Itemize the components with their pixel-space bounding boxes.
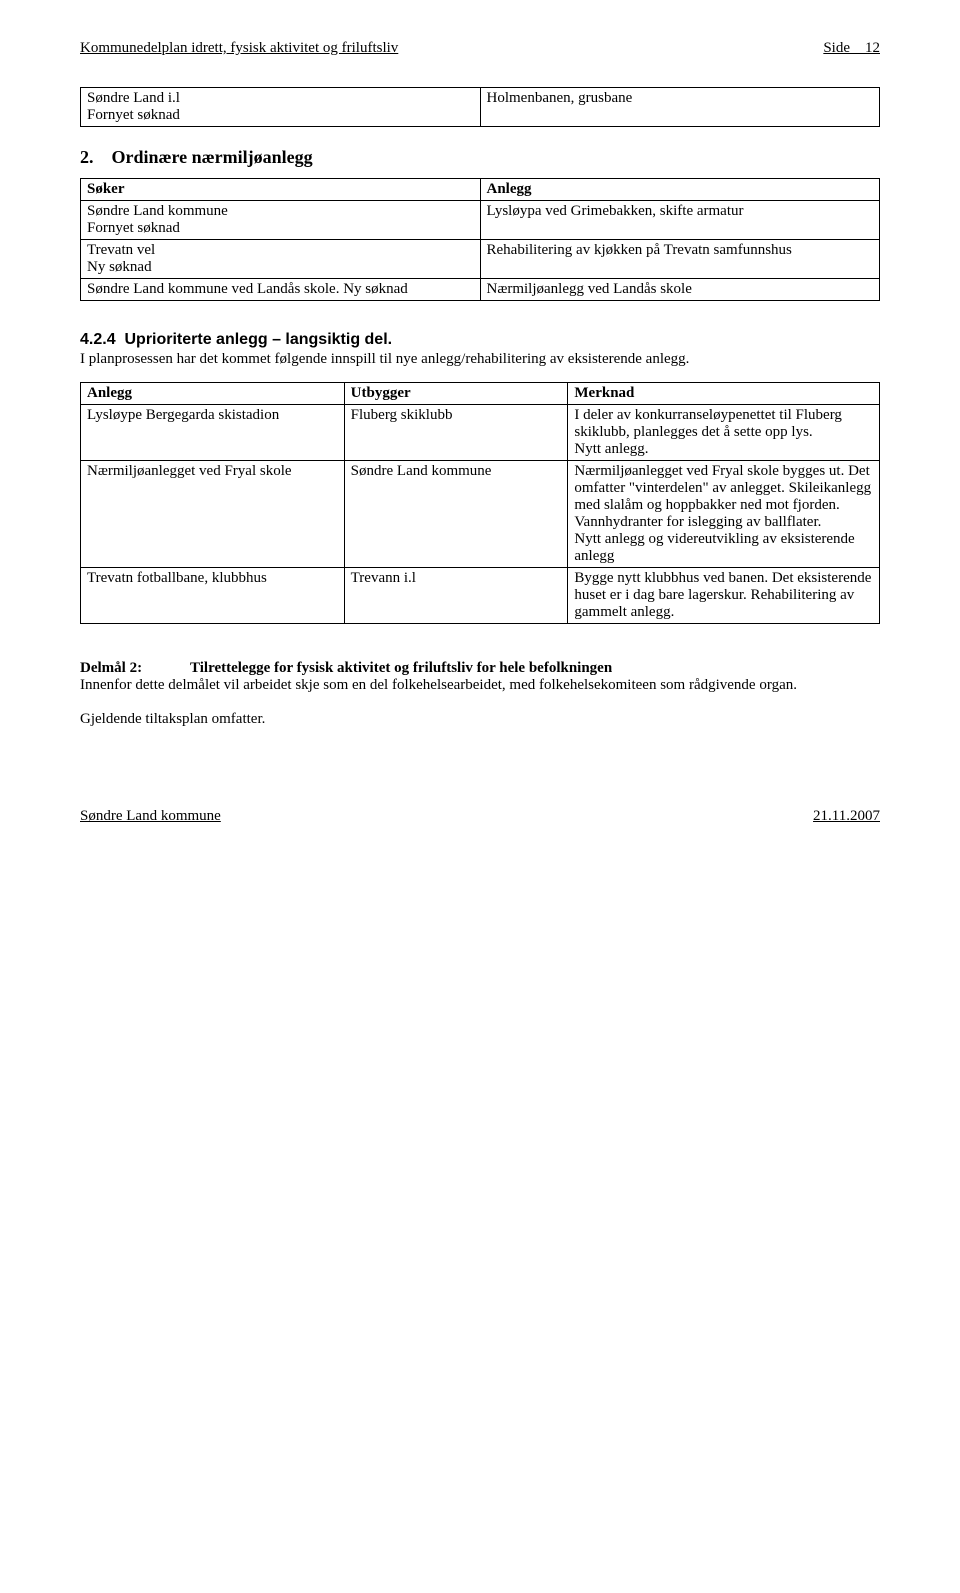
subsection-number: 4.2.4 (80, 331, 116, 348)
table-one: Søndre Land i.l Fornyet søknad Holmenban… (80, 87, 880, 127)
table-row: Nærmiljøanlegget ved Fryal skole Søndre … (81, 461, 880, 568)
header-left: Kommunedelplan idrett, fysisk aktivitet … (80, 40, 398, 57)
table-cell: Lysløype Bergegarda skistadion (81, 405, 345, 461)
table-cell: Rehabilitering av kjøkken på Trevatn sam… (480, 240, 880, 279)
table-cell: Fluberg skiklubb (344, 405, 568, 461)
table-cell: Søndre Land kommune Fornyet søknad (81, 201, 481, 240)
table-cell: Søndre Land kommune ved Landås skole. Ny… (81, 279, 481, 301)
table-cell: Nærmiljøanlegget ved Fryal skole bygges … (568, 461, 880, 568)
delmal-body: Innenfor dette delmålet vil arbeidet skj… (80, 677, 880, 694)
table-cell: Søndre Land kommune (344, 461, 568, 568)
page-footer: Søndre Land kommune 21.11.2007 (80, 808, 880, 825)
delmal-section: Delmål 2: Tilrettelegge for fysisk aktiv… (80, 660, 880, 728)
section-heading: 2. Ordinære nærmiljøanlegg (80, 147, 880, 168)
table-row: Søndre Land kommune Fornyet søknad Lyslø… (81, 201, 880, 240)
delmal-heading-row: Delmål 2: Tilrettelegge for fysisk aktiv… (80, 660, 880, 677)
section-title: Ordinære nærmiljøanlegg (112, 147, 313, 167)
table-row: Søndre Land kommune ved Landås skole. Ny… (81, 279, 880, 301)
table-cell: Bygge nytt klubbhus ved banen. Det eksis… (568, 568, 880, 624)
table-header-cell: Utbygger (344, 383, 568, 405)
table-cell: Nærmiljøanlegget ved Fryal skole (81, 461, 345, 568)
delmal-label: Delmål 2: (80, 660, 190, 677)
subsection-heading: 4.2.4 Uprioriterte anlegg – langsiktig d… (80, 331, 880, 349)
table-header-row: Søker Anlegg (81, 179, 880, 201)
delmal-title: Tilrettelegge for fysisk aktivitet og fr… (190, 660, 612, 677)
header-right-label: Side (823, 40, 850, 56)
table-cell: Trevatn fotballbane, klubbhus (81, 568, 345, 624)
table-cell: Trevatn vel Ny søknad (81, 240, 481, 279)
page-header: Kommunedelplan idrett, fysisk aktivitet … (80, 40, 880, 57)
table-header-cell: Søker (81, 179, 481, 201)
delmal-body-2: Gjeldende tiltaksplan omfatter. (80, 711, 880, 728)
table-row: Trevatn vel Ny søknad Rehabilitering av … (81, 240, 880, 279)
table-row: Trevatn fotballbane, klubbhus Trevann i.… (81, 568, 880, 624)
table-cell: Søndre Land i.l Fornyet søknad (81, 88, 481, 127)
subsection-body: I planprosessen har det kommet følgende … (80, 351, 880, 368)
table-header-row: Anlegg Utbygger Merknad (81, 383, 880, 405)
table-header-cell: Anlegg (480, 179, 880, 201)
footer-right: 21.11.2007 (813, 808, 880, 825)
table-cell: Trevann i.l (344, 568, 568, 624)
table-cell: I deler av konkurranseløypenettet til Fl… (568, 405, 880, 461)
table-cell: Holmenbanen, grusbane (480, 88, 880, 127)
table-three: Anlegg Utbygger Merknad Lysløype Bergega… (80, 382, 880, 624)
table-cell: Lysløypa ved Grimebakken, skifte armatur (480, 201, 880, 240)
document-page: Kommunedelplan idrett, fysisk aktivitet … (0, 0, 960, 865)
table-two: Søker Anlegg Søndre Land kommune Fornyet… (80, 178, 880, 301)
table-row: Lysløype Bergegarda skistadion Fluberg s… (81, 405, 880, 461)
table-cell: Nærmiljøanlegg ved Landås skole (480, 279, 880, 301)
header-right: Side 12 (823, 40, 880, 57)
table-header-cell: Anlegg (81, 383, 345, 405)
footer-left: Søndre Land kommune (80, 808, 221, 825)
table-row: Søndre Land i.l Fornyet søknad Holmenban… (81, 88, 880, 127)
subsection-title: Uprioriterte anlegg – langsiktig del. (124, 331, 392, 348)
section-number: 2. (80, 147, 94, 167)
header-page-number: 12 (865, 40, 880, 56)
table-header-cell: Merknad (568, 383, 880, 405)
